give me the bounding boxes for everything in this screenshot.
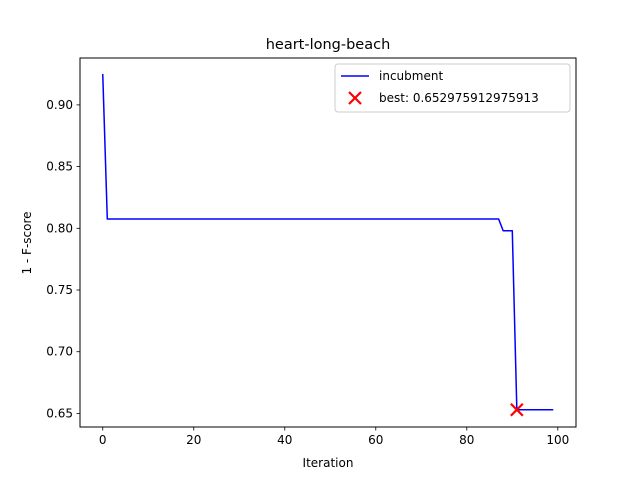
x-axis-label: Iteration <box>303 456 354 470</box>
x-tick-label: 100 <box>546 433 569 447</box>
legend-incubment-label: incubment <box>379 69 443 83</box>
x-tick-label: 20 <box>186 433 201 447</box>
legend-best-label: best: 0.652975912975913 <box>379 91 539 105</box>
x-tick-label: 60 <box>368 433 383 447</box>
y-tick-label: 0.90 <box>46 98 73 112</box>
legend-box <box>334 63 571 113</box>
best-marker-stroke <box>510 402 524 417</box>
y-tick-label: 0.65 <box>46 406 73 420</box>
best-marker-layer <box>510 402 524 417</box>
plot-area <box>79 57 577 428</box>
y-tick-label: 0.75 <box>46 283 73 297</box>
y-axis: 0.65 0.70 0.75 0.80 0.85 0.90 <box>46 98 80 420</box>
x-axis: 0 20 40 60 80 100 <box>99 427 569 447</box>
y-tick-label: 0.80 <box>46 221 73 235</box>
legend-best-swatch <box>348 91 362 105</box>
chart-title: heart-long-beach <box>266 37 391 53</box>
x-tick-label: 80 <box>459 433 474 447</box>
y-tick-label: 0.85 <box>46 160 73 174</box>
best-marker <box>510 402 524 417</box>
legend-best-marker-stroke <box>348 91 362 105</box>
x-tick-label: 0 <box>99 433 107 447</box>
y-axis-label: 1 - F-score <box>20 211 34 274</box>
legend: incubment best: 0.652975912975913 <box>334 63 571 113</box>
plot-frame <box>79 57 577 428</box>
x-tick-label: 40 <box>277 433 292 447</box>
y-tick-label: 0.70 <box>46 345 73 359</box>
